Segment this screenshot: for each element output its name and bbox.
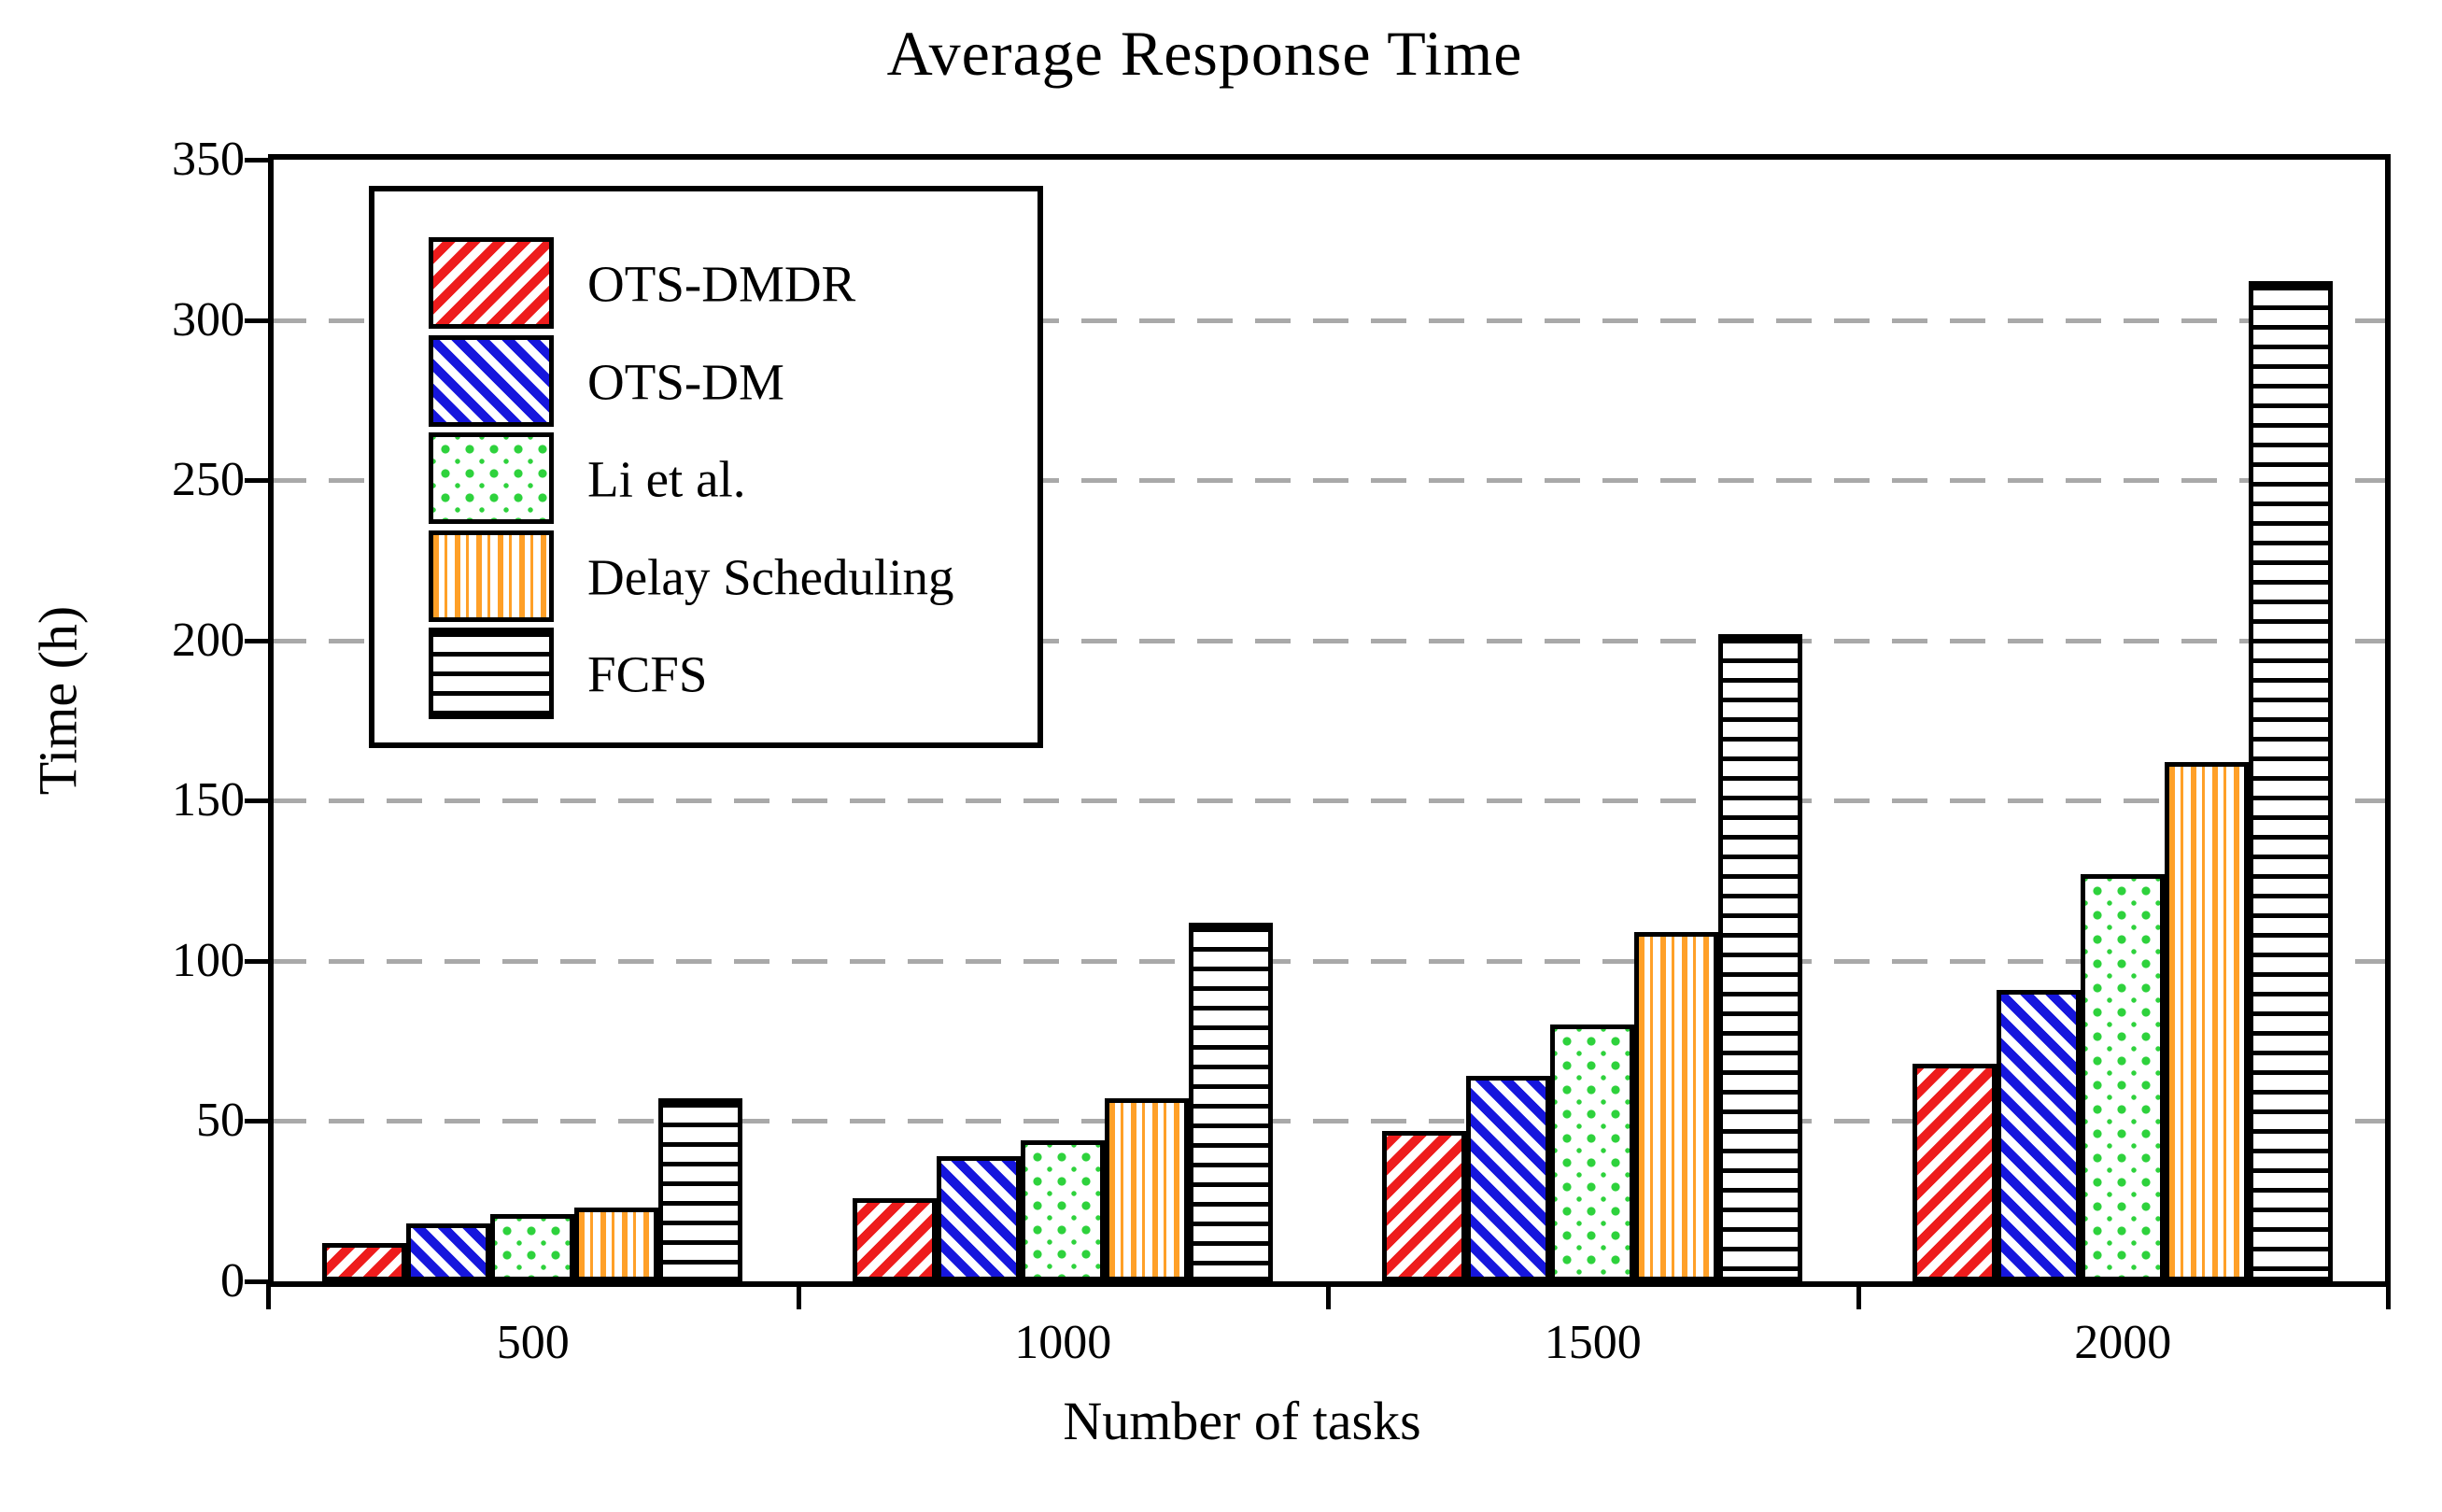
bar-ots-dmdr-1000: [853, 1198, 937, 1281]
bar-li-et-al--2000: [2081, 874, 2165, 1281]
bar-fcfs-2000: [2249, 281, 2333, 1281]
legend-item-ots-dm: OTS-DM: [374, 333, 1037, 431]
legend-item-label: Delay Scheduling: [587, 548, 954, 606]
legend-item-label: Li et al.: [587, 450, 746, 508]
legend-swatch-horizontal-lines: [429, 628, 554, 720]
bar-delay-scheduling-1500: [1634, 932, 1718, 1281]
y-tick-mark: [245, 318, 271, 323]
bar-li-et-al--1500: [1550, 1024, 1634, 1281]
x-tick-label-2000: 2000: [2074, 1316, 2172, 1369]
legend-item-delay-scheduling: Delay Scheduling: [374, 529, 1037, 626]
bar-delay-scheduling-500: [574, 1208, 658, 1281]
legend-swatch-dots: [429, 432, 554, 525]
bar-li-et-al--500: [490, 1214, 574, 1281]
y-axis-title: Time (h): [27, 605, 89, 796]
bar-ots-dm-500: [406, 1223, 490, 1281]
legend-item-label: FCFS: [587, 645, 708, 703]
chart-title: Average Response Time: [886, 18, 1523, 89]
x-tick-mark: [1856, 1281, 1861, 1309]
legend-item-fcfs: FCFS: [374, 626, 1037, 723]
legend-item-label: OTS-DM: [587, 353, 784, 411]
gridline-150: [271, 798, 2385, 804]
bar-ots-dmdr-1500: [1382, 1131, 1466, 1281]
legend-item-ots-dmdr: OTS-DMDR: [374, 235, 1037, 332]
bar-fcfs-1500: [1718, 634, 1802, 1281]
legend-swatch-diagonal-up: [429, 237, 554, 329]
bar-ots-dmdr-2000: [1913, 1064, 1997, 1281]
y-tick-mark: [245, 1279, 271, 1284]
x-tick-mark: [1326, 1281, 1331, 1309]
legend-item-label: OTS-DMDR: [587, 255, 856, 313]
bar-ots-dm-2000: [1997, 990, 2081, 1281]
bar-ots-dm-1000: [937, 1156, 1021, 1281]
y-tick-mark: [245, 638, 271, 643]
gridline-250: [271, 478, 2385, 484]
x-tick-mark: [796, 1281, 801, 1309]
y-tick-label-150: 150: [172, 773, 245, 827]
gridline-100: [271, 958, 2385, 964]
bar-li-et-al--1000: [1021, 1140, 1105, 1281]
x-tick-label-500: 500: [496, 1316, 570, 1369]
y-tick-label-0: 0: [220, 1254, 245, 1307]
y-tick-label-50: 50: [196, 1094, 245, 1148]
bar-ots-dm-1500: [1466, 1076, 1550, 1281]
y-tick-label-100: 100: [172, 933, 245, 987]
x-axis-title: Number of tasks: [1063, 1391, 1421, 1451]
bar-ots-dmdr-500: [322, 1243, 406, 1281]
legend: OTS-DMDR OTS-DM Li et al. Delay Scheduling F…: [369, 186, 1043, 748]
bar-delay-scheduling-1000: [1105, 1098, 1189, 1281]
bar-fcfs-500: [658, 1098, 742, 1281]
bar-delay-scheduling-2000: [2165, 762, 2249, 1281]
gridline-50: [271, 1119, 2385, 1124]
y-tick-label-200: 200: [172, 613, 245, 667]
y-tick-mark: [245, 478, 271, 484]
x-tick-label-1500: 1500: [1544, 1316, 1642, 1369]
y-tick-label-350: 350: [172, 133, 245, 186]
y-tick-mark: [245, 158, 271, 163]
x-tick-label-1000: 1000: [1014, 1316, 1112, 1369]
x-tick-mark: [266, 1281, 271, 1309]
gridline-200: [271, 638, 2385, 643]
y-tick-label-300: 300: [172, 292, 245, 346]
gridline-300: [271, 318, 2385, 323]
bar-fcfs-1000: [1189, 923, 1273, 1281]
y-tick-mark: [245, 798, 271, 804]
legend-item-li-et-al-: Li et al.: [374, 431, 1037, 528]
legend-swatch-diagonal-down: [429, 334, 554, 427]
y-tick-mark: [245, 958, 271, 964]
x-tick-mark: [2386, 1281, 2391, 1309]
legend-swatch-vertical-lines: [429, 530, 554, 622]
y-tick-mark: [245, 1119, 271, 1124]
y-tick-label-250: 250: [172, 453, 245, 507]
